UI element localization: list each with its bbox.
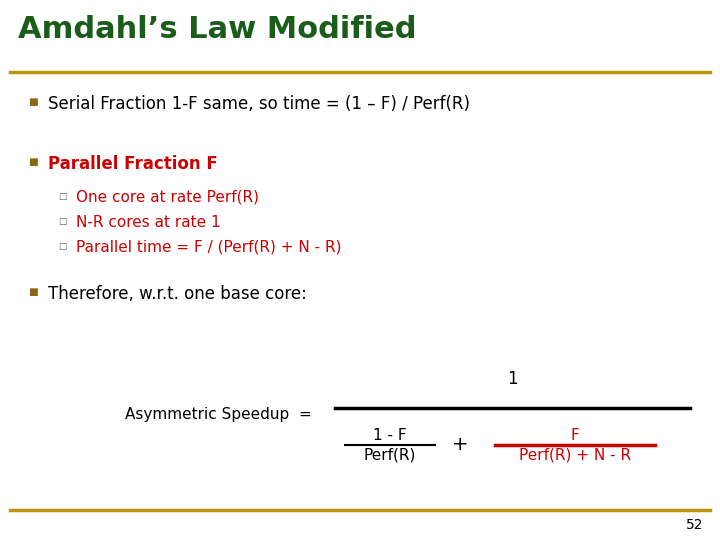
Text: N-R cores at rate 1: N-R cores at rate 1 — [76, 215, 220, 230]
Text: □: □ — [58, 192, 66, 201]
Text: Therefore, w.r.t. one base core:: Therefore, w.r.t. one base core: — [48, 285, 307, 303]
Text: Amdahl’s Law Modified: Amdahl’s Law Modified — [18, 15, 416, 44]
Text: □: □ — [58, 217, 66, 226]
Text: +: + — [451, 435, 468, 455]
Text: ■: ■ — [28, 157, 37, 167]
Text: 52: 52 — [685, 518, 703, 532]
Text: Perf(R): Perf(R) — [364, 447, 416, 462]
Text: F: F — [571, 428, 580, 443]
Text: ■: ■ — [28, 287, 37, 297]
Text: ■: ■ — [28, 97, 37, 107]
Text: 1: 1 — [507, 370, 518, 388]
Text: Perf(R) + N - R: Perf(R) + N - R — [519, 447, 631, 462]
Text: □: □ — [58, 242, 66, 251]
Text: Parallel time = F / (Perf(R) + N - R): Parallel time = F / (Perf(R) + N - R) — [76, 240, 341, 255]
Text: 1 - F: 1 - F — [373, 428, 407, 443]
Text: Parallel Fraction F: Parallel Fraction F — [48, 155, 217, 173]
Text: Serial Fraction 1-F same, so time = (1 – F) / Perf(R): Serial Fraction 1-F same, so time = (1 –… — [48, 95, 470, 113]
Text: Asymmetric Speedup  =: Asymmetric Speedup = — [125, 408, 312, 422]
Text: One core at rate Perf(R): One core at rate Perf(R) — [76, 190, 259, 205]
